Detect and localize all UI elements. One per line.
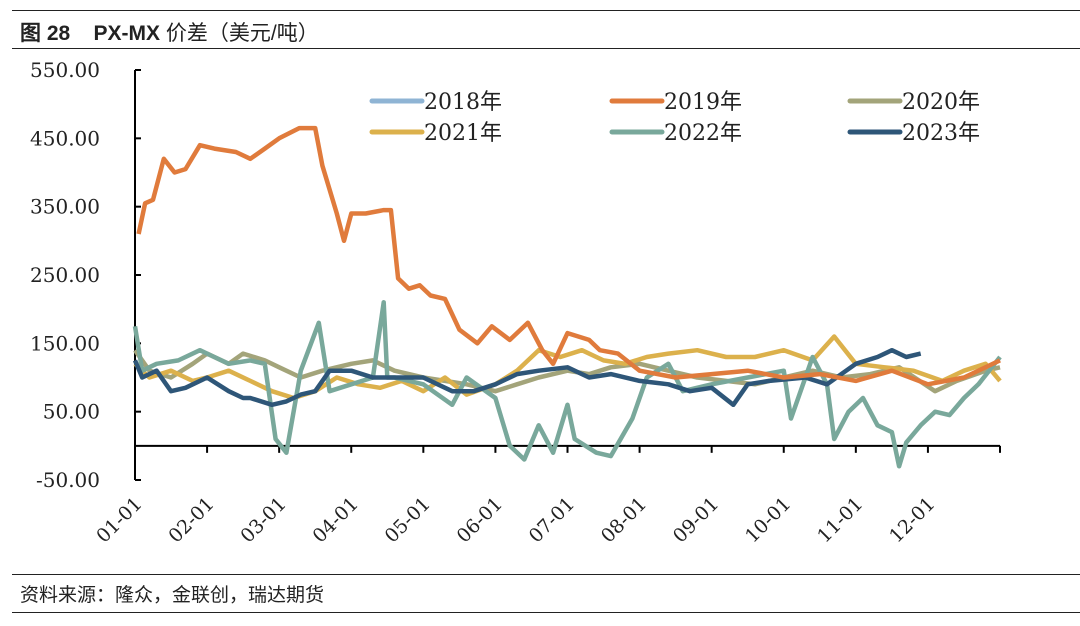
x-tick-label: 10-01 (741, 493, 795, 547)
x-tick-label: 11-01 (813, 493, 867, 547)
title-rule (12, 48, 1080, 49)
legend-label: 2023年 (902, 121, 980, 146)
series-line-2022年 (132, 300, 1002, 469)
source-rule-top (12, 574, 1080, 575)
y-tick-label: 450.00 (30, 126, 100, 150)
figure-unit: 价差（美元/吨） (165, 22, 319, 45)
x-tick-label: 07-01 (525, 493, 579, 547)
legend-label: 2019年 (664, 90, 742, 115)
x-tick-label: 04-01 (308, 493, 362, 547)
series-line-2021年 (133, 334, 1002, 401)
x-tick-label: 08-01 (597, 493, 651, 547)
top-rule (12, 10, 1080, 11)
legend-label: 2018年 (424, 90, 502, 115)
x-tick-label: 12-01 (885, 493, 939, 547)
y-tick-label: 50.00 (43, 400, 100, 424)
series-line-2019年 (136, 125, 1001, 387)
x-tick-label: 05-01 (381, 493, 435, 547)
y-tick-label: 250.00 (30, 263, 100, 287)
y-tick-label: 350.00 (30, 195, 100, 219)
x-tick-label: 09-01 (669, 493, 723, 547)
legend-label: 2022年 (664, 121, 742, 146)
figure-number: 图 28 (20, 22, 71, 45)
x-tick-label: 03-01 (236, 493, 290, 547)
x-tick-label: 01-01 (92, 493, 146, 547)
y-tick-label: 150.00 (30, 331, 100, 355)
legend-label: 2021年 (424, 121, 502, 146)
x-tick-label: 02-01 (164, 493, 218, 547)
chart: -50.00 50.00 150.00 250.00 350.00 450.00 550.0… (30, 58, 1002, 547)
y-tick-label: 550.00 (30, 58, 100, 82)
y-tick-label: -50.00 (36, 468, 100, 492)
legend-label: 2020年 (902, 90, 980, 115)
source-note: 资料来源：隆众，金联创，瑞达期货 (20, 584, 325, 606)
figure-name: PX-MX (93, 22, 161, 45)
source-rule-bottom (12, 612, 1080, 613)
figure-title: 图 28 PX-MX 价差（美元/吨） (20, 17, 319, 47)
x-tick-label: 06-01 (453, 493, 507, 547)
